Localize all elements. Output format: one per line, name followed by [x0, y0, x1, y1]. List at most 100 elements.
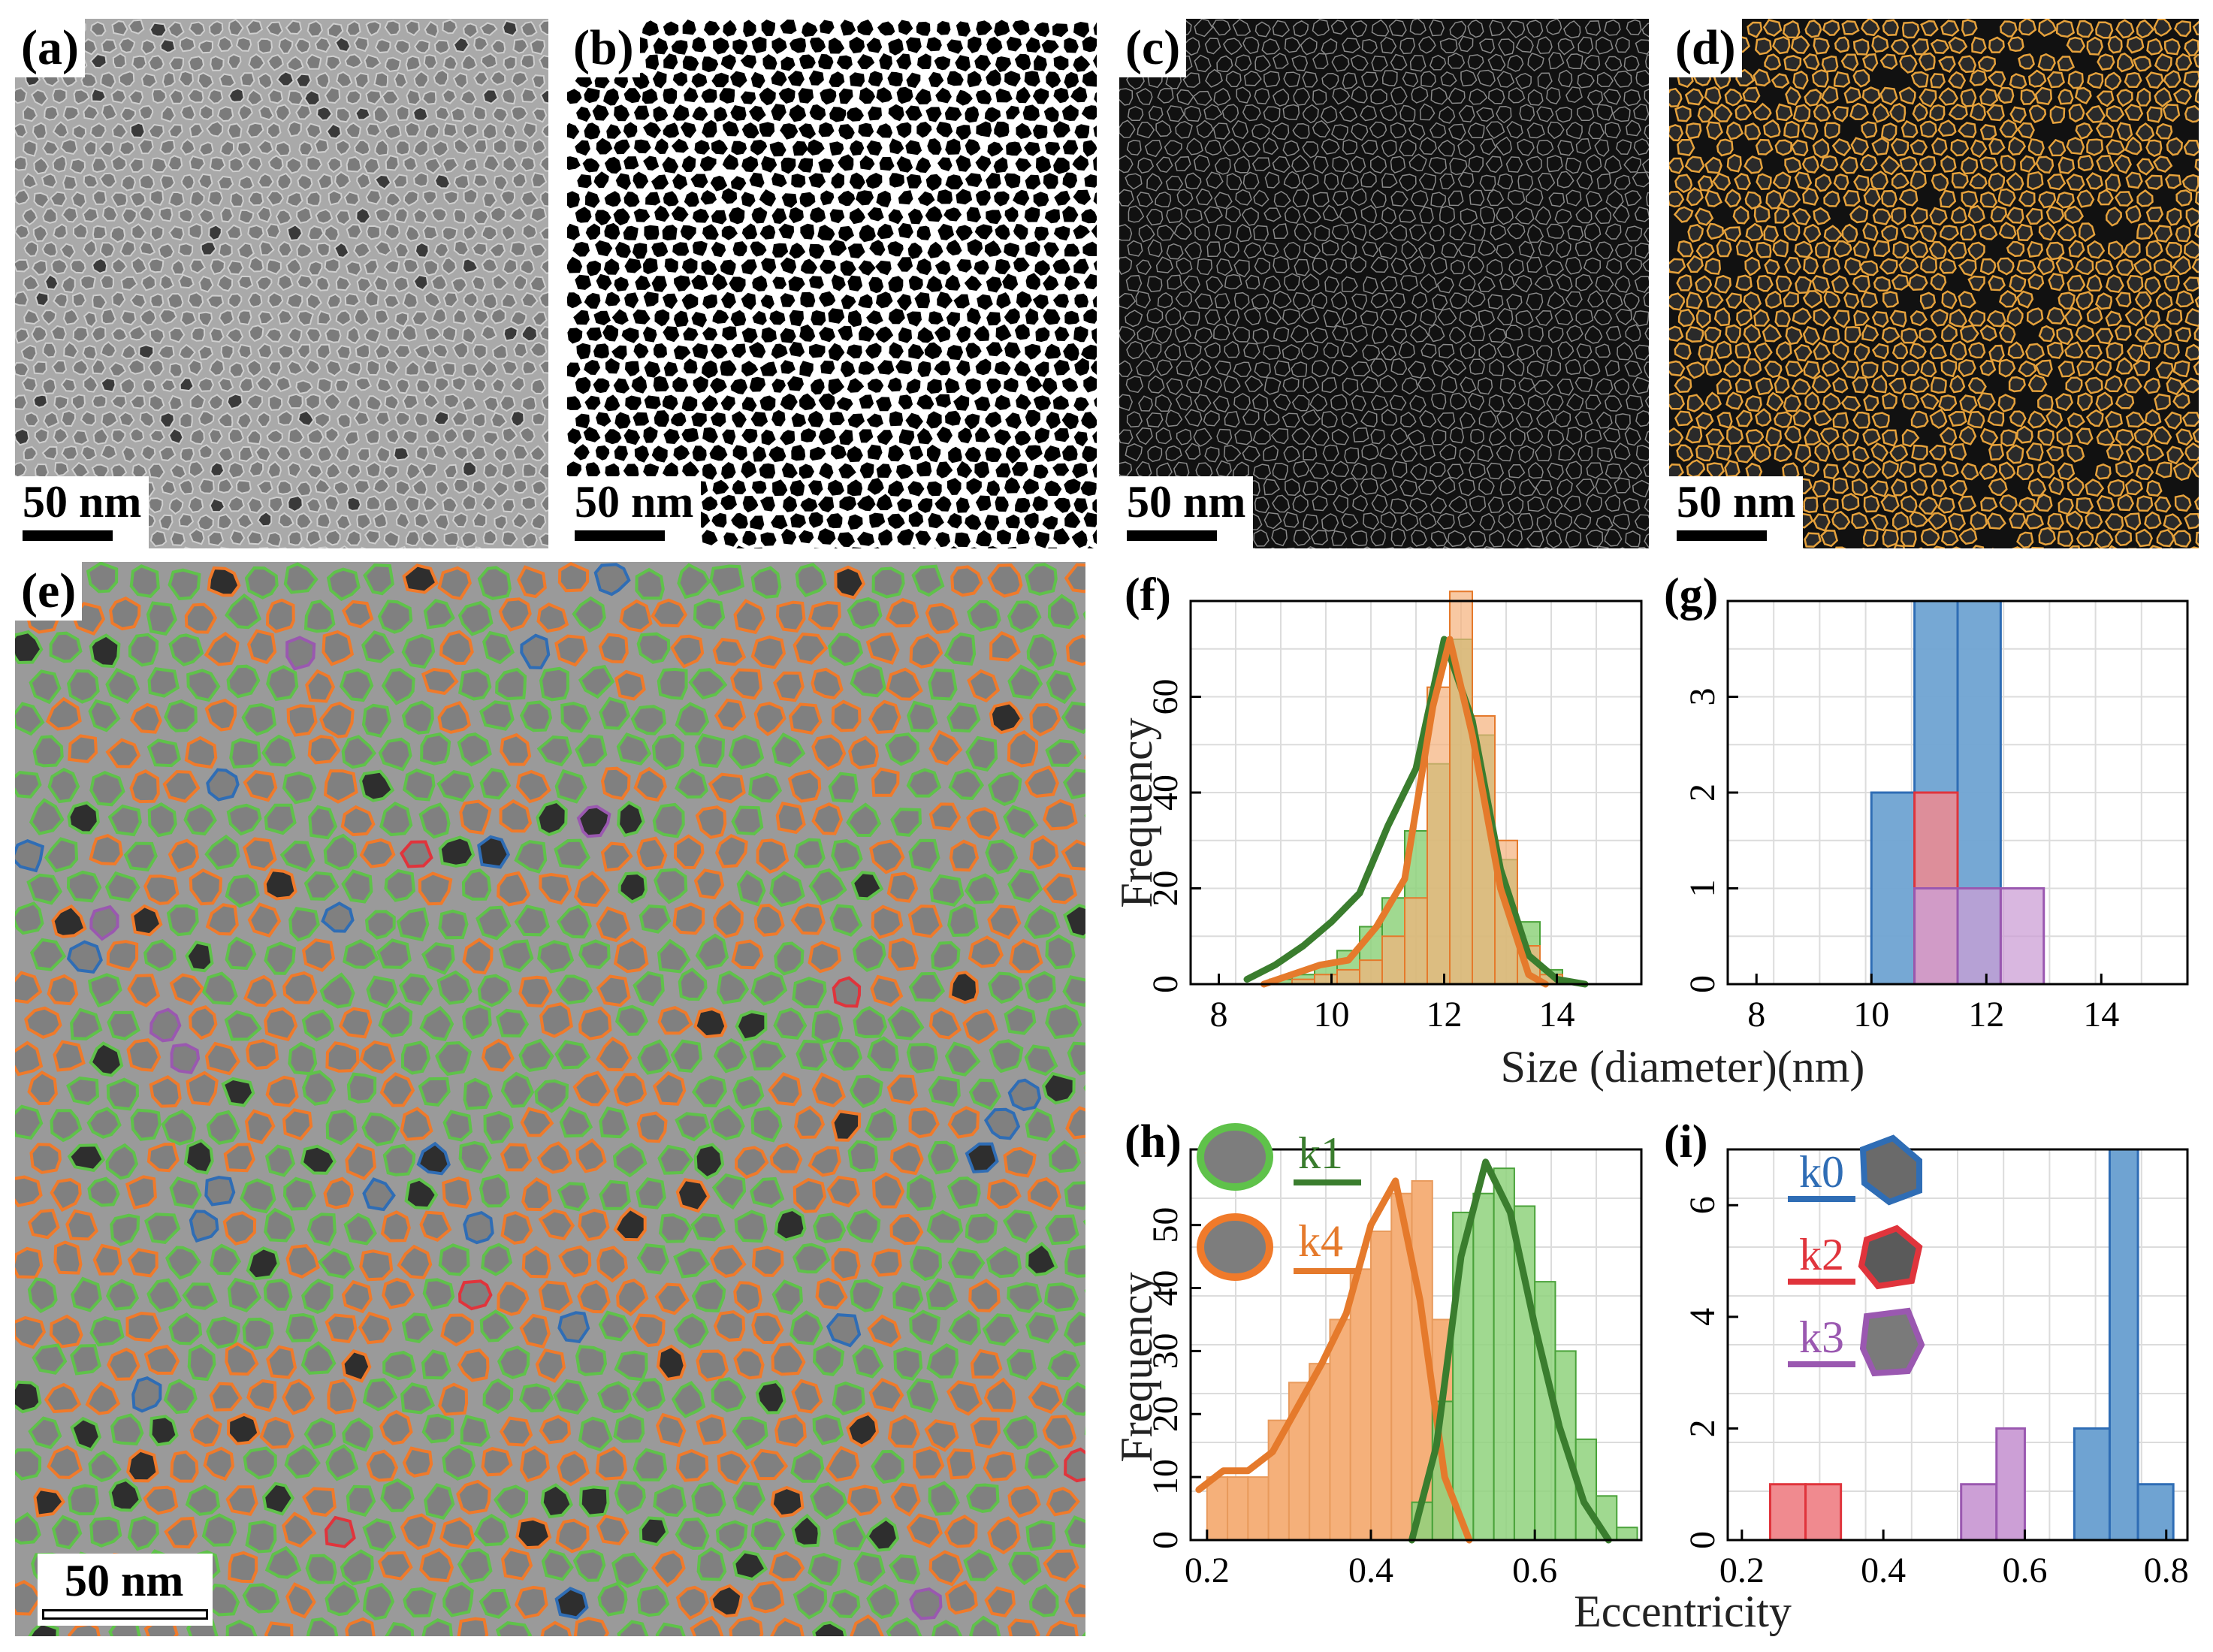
- particle: [111, 20, 128, 36]
- particle-contour: [1284, 273, 1300, 291]
- particle-contour: [1136, 359, 1155, 377]
- particle: [422, 259, 439, 276]
- particle: [257, 511, 273, 527]
- particle-contour: [1371, 462, 1387, 479]
- particle: [965, 106, 980, 123]
- particle: [129, 394, 146, 409]
- particle: [912, 547, 916, 548]
- particle: [531, 138, 547, 156]
- particle: [849, 140, 865, 156]
- particle: [326, 293, 342, 309]
- outline-particles-d: [1669, 19, 2199, 548]
- particle-contour: [1506, 120, 1523, 139]
- particle-outline: [2194, 159, 2199, 172]
- particle: [21, 376, 38, 392]
- particle: [240, 72, 255, 87]
- particle-contour: [1487, 88, 1505, 104]
- particle: [986, 210, 1002, 225]
- particle-contour: [1635, 445, 1649, 462]
- particle-contour: [1380, 276, 1398, 291]
- particle-contour: [1223, 375, 1241, 394]
- particle: [500, 189, 516, 207]
- particle: [867, 478, 884, 495]
- particle: [934, 361, 951, 376]
- legend-label-k4: k4: [1298, 1216, 1343, 1266]
- particle: [654, 205, 670, 222]
- particle-contour: [1469, 530, 1487, 548]
- particle: [393, 276, 409, 293]
- particle: [1073, 189, 1091, 205]
- particle: [1004, 342, 1021, 359]
- particle-contour: [1634, 344, 1649, 361]
- particle-contour: [1351, 222, 1367, 241]
- particle: [228, 87, 245, 103]
- particle-contour: [1388, 19, 1407, 37]
- particle-outline: [1919, 88, 1937, 108]
- particle: [651, 174, 669, 190]
- particle: [663, 122, 680, 138]
- particle-outline: [1771, 36, 1791, 55]
- particle: [519, 426, 536, 443]
- particle: [230, 191, 244, 207]
- particle: [274, 140, 291, 157]
- particle-contour: [1575, 206, 1593, 224]
- particle: [431, 443, 448, 461]
- particle: [1025, 376, 1043, 393]
- particle-contour: [1194, 19, 1213, 38]
- particle: [267, 461, 282, 479]
- particle: [189, 427, 205, 445]
- particle-contour: [1254, 88, 1270, 104]
- particle: [246, 497, 264, 514]
- particle-contour: [1496, 341, 1515, 358]
- particle-contour: [1436, 512, 1455, 530]
- particle: [394, 140, 411, 156]
- particle: [356, 448, 371, 463]
- particle-contour: [1517, 343, 1535, 361]
- legend-particle-k1-icon: [1197, 1123, 1273, 1191]
- particle: [936, 461, 953, 479]
- particle-contour: [1439, 38, 1458, 53]
- particle-outline: [1812, 137, 1830, 159]
- particle: [1082, 140, 1097, 157]
- particle-contour: [1351, 462, 1368, 480]
- particle-contour: [1234, 429, 1253, 445]
- particle: [838, 88, 853, 104]
- particle: [642, 20, 660, 36]
- particle: [877, 360, 895, 375]
- particle: [614, 412, 631, 429]
- particle-contour: [1428, 323, 1445, 343]
- particle: [51, 359, 68, 374]
- particle-contour: [1389, 394, 1407, 411]
- particle: [473, 36, 489, 51]
- particle: [634, 105, 650, 120]
- particle-outline: [2145, 71, 2164, 89]
- particle-contour: [1272, 20, 1290, 38]
- particle: [538, 291, 548, 308]
- particle-contour: [1233, 291, 1250, 310]
- particle-contour: [1644, 361, 1649, 379]
- particle: [82, 207, 99, 223]
- particle-contour: [1221, 104, 1239, 123]
- particle-contour: [1322, 444, 1339, 461]
- particle: [512, 444, 530, 461]
- particle-contour: [1398, 209, 1417, 223]
- particle: [22, 172, 38, 189]
- particle: [887, 445, 904, 462]
- particle-contour: [1381, 173, 1398, 189]
- particle: [926, 37, 942, 52]
- particle: [928, 71, 944, 88]
- particle-contour: [1577, 445, 1593, 461]
- particle: [759, 361, 777, 376]
- particle: [266, 258, 282, 275]
- particle: [237, 343, 252, 360]
- particle-contour: [1526, 361, 1545, 378]
- particle: [112, 53, 127, 69]
- particle: [208, 20, 224, 37]
- particle: [712, 479, 729, 495]
- particle: [810, 37, 826, 53]
- particle: [797, 158, 813, 173]
- particle: [23, 140, 38, 157]
- particle: [1092, 463, 1097, 478]
- particle: [772, 243, 789, 258]
- particle: [207, 394, 224, 411]
